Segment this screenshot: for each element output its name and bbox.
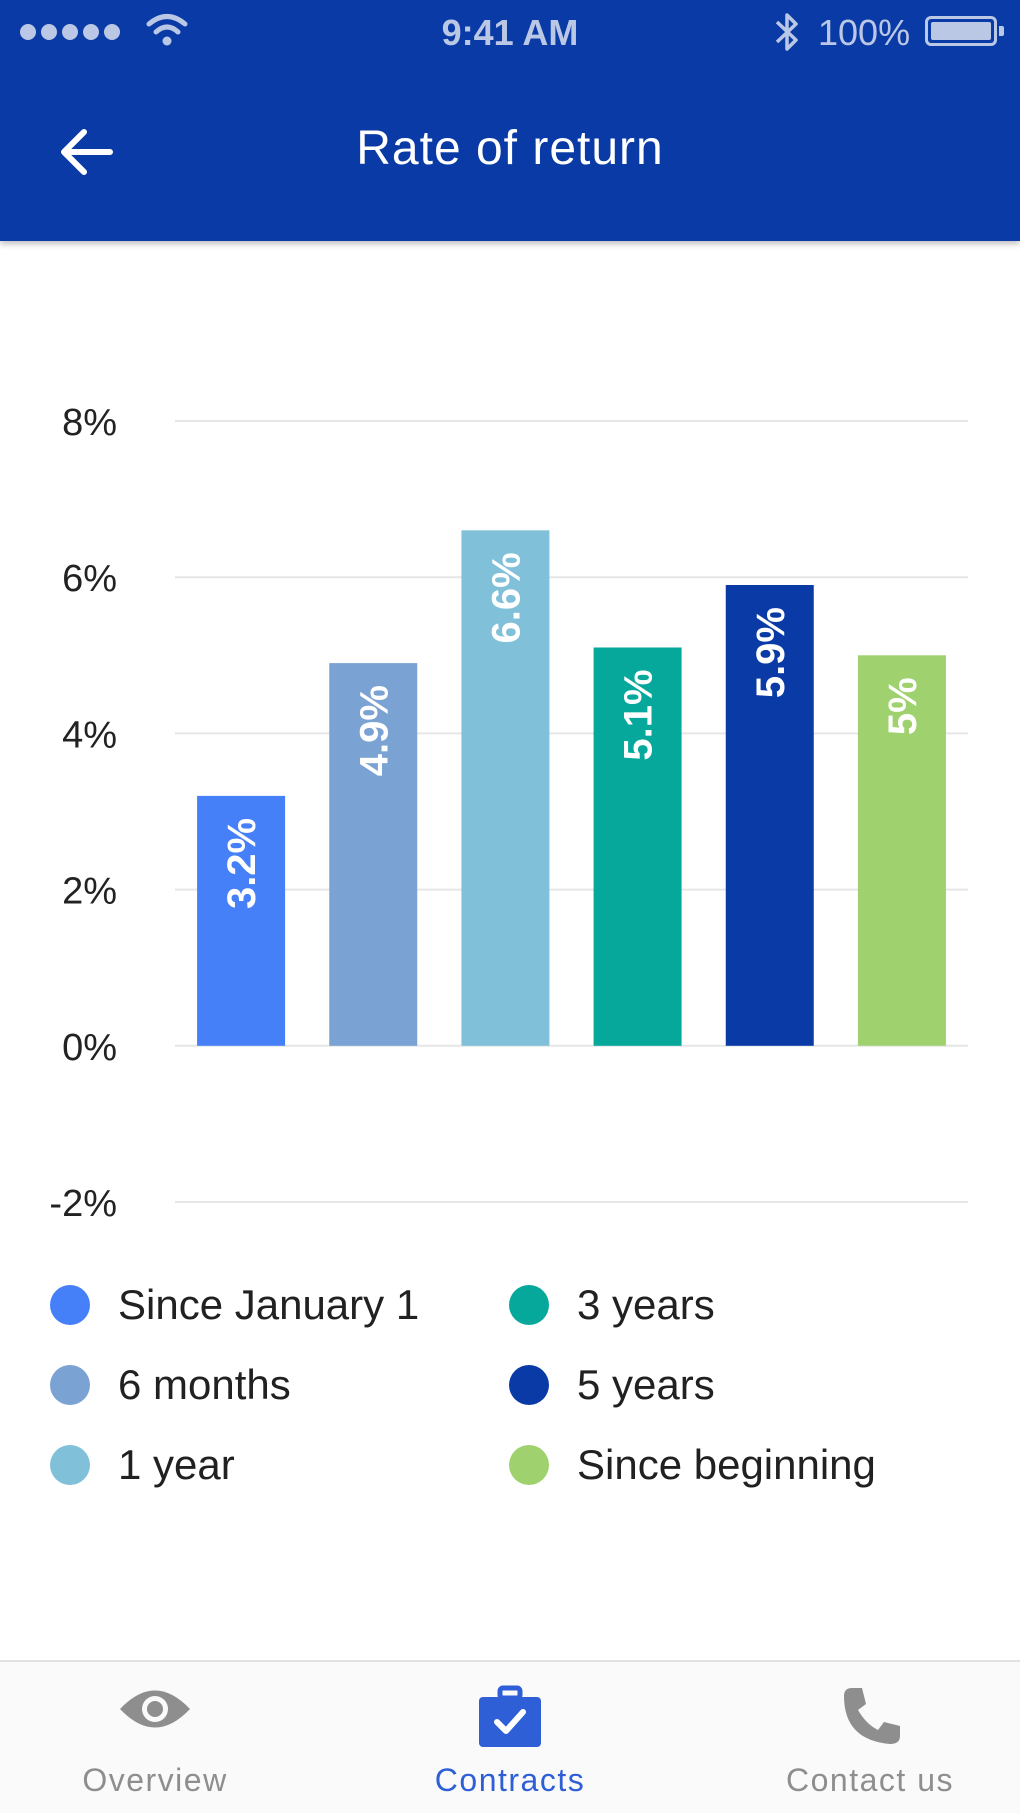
- legend-item: Since beginning: [509, 1430, 876, 1500]
- battery-icon: [925, 16, 1004, 46]
- legend-dot-icon: [509, 1365, 549, 1405]
- arrow-left-icon: [61, 129, 113, 175]
- legend-item: 5 years: [509, 1350, 715, 1420]
- bar: [461, 530, 550, 1046]
- tab-contracts-label: Contracts: [434, 1762, 586, 1798]
- bar-data-label: 4.9%: [352, 685, 396, 776]
- legend-item: 6 months: [50, 1350, 291, 1420]
- back-button[interactable]: [56, 122, 126, 186]
- rate-of-return-chart: 8% 6% 4% 2% 0% -2% 3.2% 4.9% 6.6% 5.1% 5.9% 5%: [49, 402, 968, 1225]
- y-tick-label: 0%: [62, 1027, 117, 1069]
- bar-data-label: 5.9%: [749, 607, 793, 698]
- legend-label: Since January 1: [118, 1281, 420, 1328]
- bottom-tab-bar: Overview Contracts Contact us: [0, 1660, 1020, 1813]
- bar-data-label: 5%: [881, 677, 925, 735]
- legend-label: 6 months: [118, 1361, 291, 1408]
- bar: [593, 647, 682, 1046]
- battery-percentage: 100%: [818, 12, 911, 53]
- y-tick-label: -2%: [49, 1183, 117, 1225]
- app-header: 9:41 AM 100% Rate of return: [0, 0, 1020, 241]
- legend-item: 1 year: [50, 1430, 235, 1500]
- y-tick-label: 8%: [62, 402, 117, 444]
- legend-label: 5 years: [577, 1361, 715, 1408]
- signal-dots-icon: [20, 24, 120, 40]
- bar: [857, 655, 946, 1046]
- phone-icon: [844, 1688, 900, 1744]
- legend-dot-icon: [50, 1365, 90, 1405]
- page-title: Rate of return: [356, 122, 664, 175]
- eye-icon: [120, 1690, 190, 1728]
- tab-contracts[interactable]: Contracts: [395, 1662, 625, 1815]
- wifi-icon: [146, 14, 188, 46]
- tab-contact-us[interactable]: Contact us: [760, 1662, 980, 1815]
- chart-legend: Since January 1 6 months 1 year 3 years 5 ye…: [0, 1270, 1020, 1510]
- bar: [197, 795, 286, 1046]
- status-time: 9:41 AM: [441, 12, 579, 53]
- bar-data-label: 5.1%: [617, 669, 661, 760]
- bluetooth-icon: [775, 13, 798, 51]
- briefcase-check-icon: [479, 1685, 541, 1747]
- y-tick-label: 4%: [62, 714, 117, 756]
- legend-dot-icon: [50, 1285, 90, 1325]
- status-bar: 9:41 AM 100%: [0, 0, 1020, 64]
- tab-overview-label: Overview: [82, 1762, 228, 1798]
- legend-item: 3 years: [509, 1270, 715, 1340]
- bar-data-label: 6.6%: [484, 552, 528, 643]
- y-tick-label: 6%: [62, 558, 117, 600]
- y-tick-label: 2%: [62, 871, 117, 913]
- legend-dot-icon: [50, 1445, 90, 1485]
- legend-label: 3 years: [577, 1281, 715, 1328]
- bar: [329, 663, 418, 1046]
- tab-overview[interactable]: Overview: [40, 1662, 270, 1815]
- bar: [725, 585, 814, 1046]
- legend-label: 1 year: [118, 1441, 235, 1488]
- legend-dot-icon: [509, 1285, 549, 1325]
- tab-contact-us-label: Contact us: [786, 1762, 954, 1798]
- legend-label: Since beginning: [577, 1441, 876, 1488]
- legend-item: Since January 1: [50, 1270, 419, 1340]
- legend-dot-icon: [509, 1445, 549, 1485]
- bar-data-label: 3.2%: [220, 818, 264, 909]
